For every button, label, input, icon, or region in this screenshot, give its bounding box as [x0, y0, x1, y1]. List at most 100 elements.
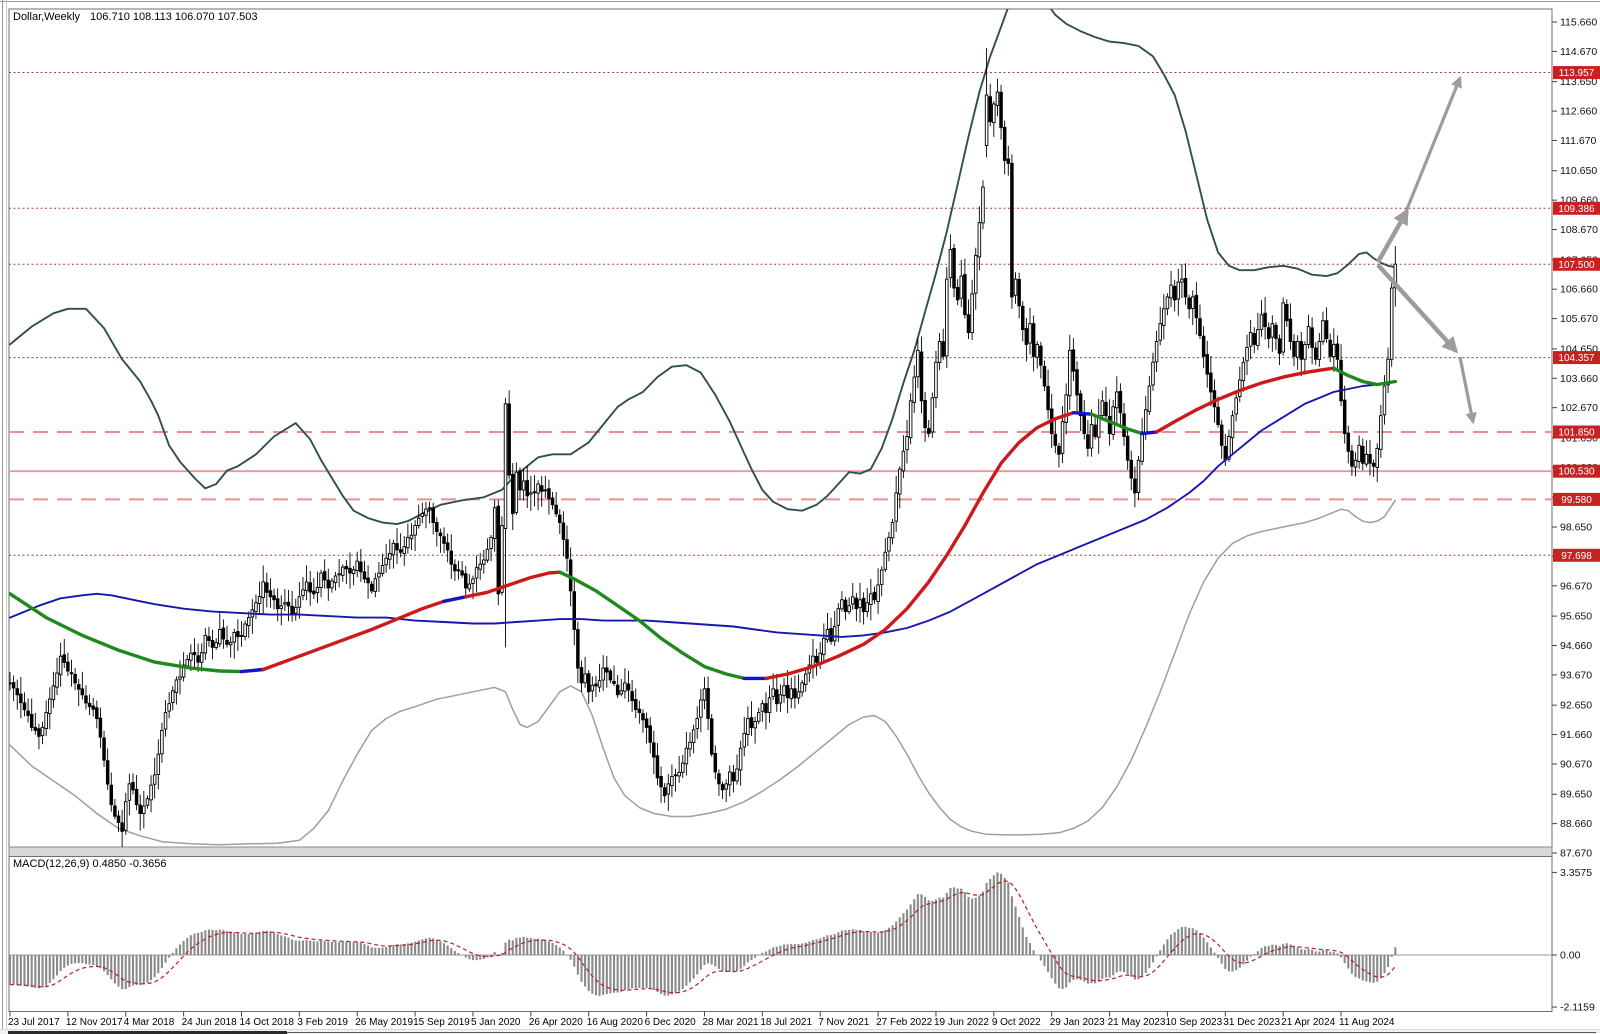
ma-colored-seg [261, 599, 446, 672]
date-label: 5 Jan 2020 [470, 1017, 521, 1028]
ma-colored-seg [1154, 366, 1336, 434]
macd-histogram [9, 872, 1552, 996]
svg-text:114.670: 114.670 [1560, 46, 1597, 58]
svg-text:110.650: 110.650 [1560, 165, 1597, 177]
ma-colored-seg [1140, 430, 1159, 436]
moving-averages [9, 366, 1398, 681]
date-label: 18 Jul 2021 [760, 1017, 813, 1028]
svg-text:92.650: 92.650 [1560, 700, 1592, 712]
ma-blue [9, 380, 1397, 638]
svg-text:107.500: 107.500 [1558, 260, 1595, 271]
window-top-edge [0, 1, 1600, 2]
ohlc-readout: 106.710 108.113 106.070 107.503 [90, 11, 258, 23]
date-label: 21 Apr 2024 [1281, 1017, 1336, 1028]
svg-text:111.670: 111.670 [1560, 135, 1597, 147]
window-left-edge-inner [6, 0, 7, 1034]
h-scrollbar [0, 1029, 1600, 1034]
window-left-edge [2, 0, 3, 1034]
svg-text:99.580: 99.580 [1561, 495, 1592, 506]
date-label: 11 Aug 2024 [1339, 1017, 1395, 1028]
price-badge [1553, 548, 1600, 562]
symbol-timeframe-label: Dollar,Weekly [13, 11, 81, 23]
date-label: 16 Aug 2020 [586, 1017, 643, 1028]
date-label: 10 Sep 2023 [1165, 1017, 1223, 1028]
date-label: 27 Feb 2022 [876, 1017, 933, 1028]
date-label: 21 May 2023 [1107, 1017, 1166, 1028]
svg-text:94.660: 94.660 [1560, 640, 1592, 652]
svg-text:93.670: 93.670 [1560, 669, 1592, 681]
svg-text:95.650: 95.650 [1560, 611, 1592, 623]
ma-colored-seg [558, 570, 746, 681]
date-label: 9 Oct 2022 [991, 1017, 1041, 1028]
svg-text:113.957: 113.957 [1559, 68, 1595, 79]
ma-colored-seg [1332, 366, 1398, 387]
macd-indicator-label: MACD(12,26,9) 0.4850 -0.3656 [13, 858, 167, 870]
svg-text:102.670: 102.670 [1560, 402, 1598, 414]
svg-text:89.650: 89.650 [1560, 789, 1592, 801]
ma-colored-seg [9, 592, 244, 674]
svg-text:109.386: 109.386 [1558, 204, 1595, 215]
svg-text:101.850: 101.850 [1558, 428, 1595, 439]
svg-text:96.670: 96.670 [1560, 580, 1592, 592]
date-ticks [9, 1011, 1342, 1017]
bollinger-bands [9, 9, 1397, 846]
bollinger-lower [9, 499, 1397, 846]
svg-text:113.650: 113.650 [1560, 76, 1597, 88]
svg-text:115.660: 115.660 [1560, 17, 1597, 29]
ma-colored-seg [239, 667, 265, 674]
svg-text:88.660: 88.660 [1560, 818, 1592, 830]
svg-text:87.670: 87.670 [1560, 848, 1592, 860]
svg-text:98.650: 98.650 [1560, 522, 1592, 534]
price-badge [1553, 66, 1600, 80]
date-label: 14 Oct 2018 [239, 1017, 294, 1028]
svg-text:0.00: 0.00 [1560, 950, 1581, 962]
ma-colored-seg [464, 570, 562, 599]
price-badge [1553, 201, 1600, 215]
svg-text:105.670: 105.670 [1560, 313, 1598, 325]
date-label: 28 Mar 2021 [702, 1017, 759, 1028]
projection-arrows [1376, 75, 1477, 425]
price-badges: 113.957 109.386 107.500 104.357 101.850 100.5… [1553, 66, 1600, 562]
h-scrollbar-thumb[interactable] [8, 1031, 287, 1034]
macd-signal [9, 880, 1396, 994]
svg-text:91.660: 91.660 [1560, 729, 1592, 741]
macd-axis: 3.3575 0.00 -2.1159 [1552, 867, 1595, 1014]
date-label: 19 Jun 2022 [933, 1017, 989, 1028]
price-badge [1553, 492, 1600, 506]
date-label: 15 Sep 2019 [413, 1017, 470, 1028]
svg-text:100.530: 100.530 [1558, 467, 1595, 478]
svg-text:106.660: 106.660 [1560, 284, 1598, 296]
price-badge [1553, 464, 1600, 478]
svg-text:103.660: 103.660 [1560, 373, 1598, 385]
ma-colored-seg [1089, 412, 1144, 436]
ma-colored-seg [764, 411, 1076, 681]
date-label: 26 Apr 2020 [528, 1017, 583, 1028]
date-label: 26 May 2019 [355, 1017, 414, 1028]
date-axis: 23 Jul 2017 12 Nov 2017 4 Mar 2018 24 Jun 2… [0, 1017, 1600, 1031]
svg-text:-2.1159: -2.1159 [1560, 1002, 1595, 1014]
price-badge [1553, 351, 1600, 365]
date-label: 24 Jun 2018 [181, 1017, 237, 1028]
bollinger-upper [9, 9, 1397, 526]
date-label: 7 Nov 2021 [818, 1017, 870, 1028]
price-badge [1553, 257, 1600, 271]
h-scrollbar-rail [287, 1032, 1596, 1033]
date-label: 6 Dec 2020 [644, 1017, 696, 1028]
svg-text:104.357: 104.357 [1558, 353, 1595, 364]
date-label: 3 Feb 2019 [297, 1017, 348, 1028]
ma-colored-seg [442, 595, 468, 603]
date-label: 29 Jan 2023 [1049, 1017, 1105, 1028]
date-label: 23 Jul 2017 [8, 1017, 60, 1028]
ma-colored-seg [1071, 411, 1094, 416]
svg-text:97.698: 97.698 [1561, 551, 1592, 562]
date-label: 31 Dec 2023 [1223, 1017, 1281, 1028]
svg-text:90.670: 90.670 [1560, 758, 1592, 770]
svg-text:3.3575: 3.3575 [1560, 867, 1592, 879]
date-label: 4 Mar 2018 [123, 1017, 175, 1028]
svg-text:108.670: 108.670 [1560, 224, 1598, 236]
price-badge [1553, 425, 1600, 439]
price-levels [9, 72, 1552, 556]
candles [9, 48, 1398, 847]
